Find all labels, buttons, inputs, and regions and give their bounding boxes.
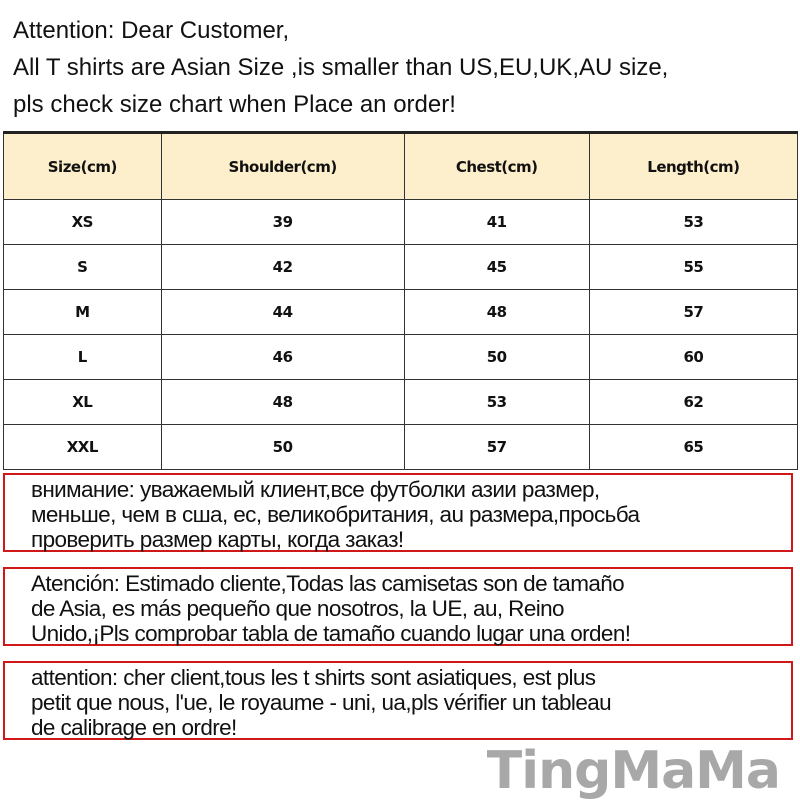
cell-size: L	[3, 334, 162, 380]
attention-intro: Attention: Dear Customer, All T shirts a…	[13, 12, 668, 123]
notice-line: Atención: Estimado cliente,Todas las cam…	[31, 571, 625, 596]
header-size: Size(cm)	[3, 132, 162, 200]
notice-line: de Asia, es más pequeño que nosotros, la…	[31, 596, 565, 621]
table-row: M 44 48 57	[3, 289, 799, 335]
cell-chest: 50	[403, 334, 590, 380]
cell-size: XL	[3, 379, 162, 425]
cell-length: 57	[588, 289, 799, 335]
notice-line: меньше, чем в сша, ес, великобритания, a…	[31, 502, 640, 527]
cell-shoulder: 39	[160, 199, 405, 245]
size-chart-table: Size(cm) Shoulder(cm) Chest(cm) Length(c…	[3, 131, 799, 470]
cell-shoulder: 42	[160, 244, 405, 290]
watermark: TingMaMa	[486, 741, 781, 801]
cell-length: 53	[588, 199, 799, 245]
notice-line: attention: cher client,tous les t shirts…	[31, 665, 596, 690]
cell-chest: 48	[403, 289, 590, 335]
cell-size: M	[3, 289, 162, 335]
cell-shoulder: 46	[160, 334, 405, 380]
notice-line: проверить размер карты, когда заказ!	[31, 527, 404, 552]
cell-length: 65	[588, 424, 799, 470]
cell-shoulder: 50	[160, 424, 405, 470]
cell-length: 55	[588, 244, 799, 290]
notice-spanish: Atención: Estimado cliente,Todas las cam…	[3, 567, 793, 646]
cell-chest: 53	[403, 379, 590, 425]
cell-size: XS	[3, 199, 162, 245]
intro-line: pls check size chart when Place an order…	[13, 91, 456, 118]
table-row: XL 48 53 62	[3, 379, 799, 425]
cell-shoulder: 48	[160, 379, 405, 425]
cell-length: 62	[588, 379, 799, 425]
notice-line: Unido,¡Pls comprobar tabla de tamaño cua…	[31, 621, 631, 646]
table-row: L 46 50 60	[3, 334, 799, 380]
header-shoulder: Shoulder(cm)	[160, 132, 405, 200]
notice-french: attention: cher client,tous les t shirts…	[3, 661, 793, 740]
notice-line: внимание: уважаемый клиент,все футболки …	[31, 477, 600, 502]
cell-chest: 41	[403, 199, 590, 245]
notice-line: de calibrage en ordre!	[31, 715, 237, 740]
cell-length: 60	[588, 334, 799, 380]
table-row: S 42 45 55	[3, 244, 799, 290]
table-row: XS 39 41 53	[3, 199, 799, 245]
cell-chest: 45	[403, 244, 590, 290]
cell-size: XXL	[3, 424, 162, 470]
table-row: XXL 50 57 65	[3, 424, 799, 470]
table-header-row: Size(cm) Shoulder(cm) Chest(cm) Length(c…	[3, 132, 799, 200]
header-length: Length(cm)	[588, 132, 799, 200]
cell-chest: 57	[403, 424, 590, 470]
cell-size: S	[3, 244, 162, 290]
notice-line: petit que nous, l'ue, le royaume - uni, …	[31, 690, 612, 715]
intro-line: Attention: Dear Customer,	[13, 17, 290, 44]
cell-shoulder: 44	[160, 289, 405, 335]
header-chest: Chest(cm)	[403, 132, 590, 200]
notice-russian: внимание: уважаемый клиент,все футболки …	[3, 473, 793, 552]
intro-line: All T shirts are Asian Size ,is smaller …	[13, 54, 669, 81]
